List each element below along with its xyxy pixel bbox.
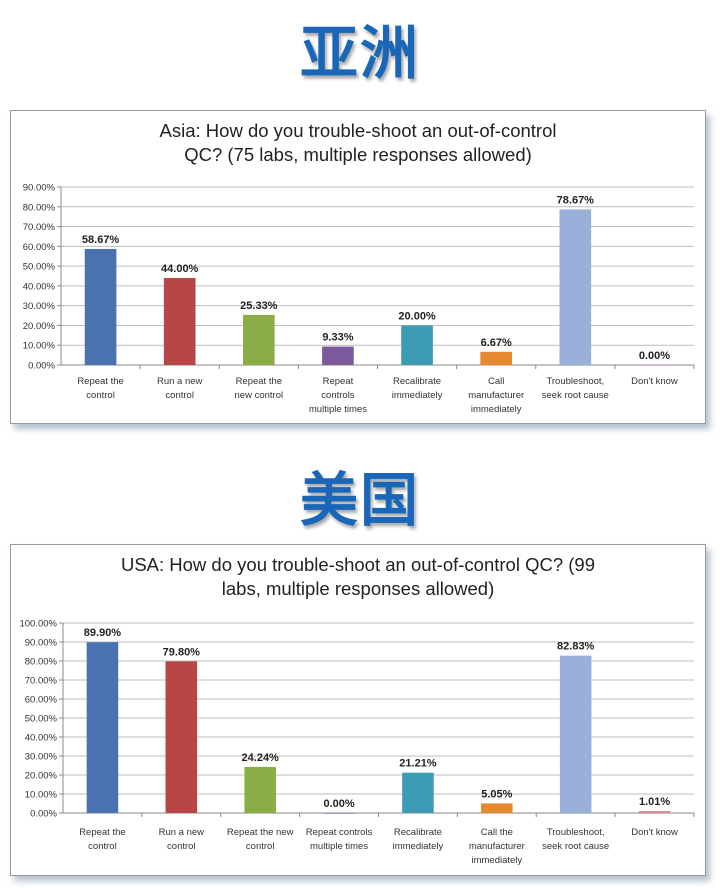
usa-chart-panel: USA: How do you trouble-shoot an out-of-… (10, 544, 706, 876)
asia-chart-panel: Asia: How do you trouble-shoot an out-of… (10, 110, 706, 424)
usa-data-label: 82.83% (557, 641, 595, 653)
asia-data-label: 0.00% (639, 350, 670, 362)
asia-y-tick-label: 20.00% (23, 321, 56, 332)
usa-category-label: immediately (393, 841, 444, 852)
asia-data-label: 6.67% (481, 337, 512, 349)
usa-heading: 美国 (299, 466, 420, 534)
usa-bar (86, 642, 119, 813)
usa-bar (481, 803, 513, 813)
usa-data-label: 1.01% (639, 796, 670, 808)
asia-data-label: 44.00% (161, 263, 199, 275)
usa-category-label: Recalibrate (394, 827, 442, 838)
asia-category-label: Repeat the (77, 376, 123, 387)
usa-category-label: control (246, 841, 275, 852)
asia-heading: 亚洲 (299, 19, 420, 87)
asia-bar (84, 248, 117, 365)
usa-category-label: control (167, 841, 196, 852)
asia-y-tick-label: 0.00% (28, 361, 55, 372)
usa-bar (638, 811, 671, 813)
asia-chart-title-line: QC? (75 labs, multiple responses allowed… (184, 144, 532, 165)
usa-category-label: Run a new (159, 827, 205, 838)
usa-chart: USA: How do you trouble-shoot an out-of-… (19, 554, 695, 866)
usa-category-label: multiple times (310, 841, 368, 852)
usa-category-label: Troubleshoot, (547, 827, 605, 838)
usa-category-label: seek root cause (542, 841, 609, 852)
usa-data-label: 89.90% (84, 627, 122, 639)
asia-y-tick-label: 40.00% (23, 281, 56, 292)
usa-category-label: Repeat the new (227, 827, 294, 838)
asia-category-label: control (86, 390, 115, 401)
asia-bar (242, 314, 275, 365)
usa-category-label: control (88, 841, 117, 852)
asia-chart: Asia: How do you trouble-shoot an out-of… (23, 120, 695, 415)
asia-y-tick-label: 50.00% (23, 262, 56, 273)
usa-bar (244, 766, 276, 813)
asia-category-label: seek root cause (542, 390, 609, 401)
usa-data-label: 24.24% (242, 752, 280, 764)
usa-y-tick-label: 60.00% (25, 695, 58, 706)
asia-data-label: 58.67% (82, 234, 120, 246)
usa-y-tick-label: 0.00% (30, 809, 57, 820)
asia-data-label: 25.33% (240, 300, 278, 312)
usa-data-label: 79.80% (163, 646, 201, 658)
usa-y-tick-label: 90.00% (25, 638, 58, 649)
asia-bar (480, 351, 513, 365)
asia-y-tick-label: 80.00% (23, 202, 56, 213)
usa-category-label: Don't know (631, 827, 678, 838)
asia-category-label: Troubleshoot, (546, 376, 604, 387)
usa-y-tick-label: 30.00% (25, 752, 58, 763)
asia-bar (322, 346, 354, 365)
usa-data-label: 0.00% (323, 798, 354, 810)
usa-bar (402, 772, 434, 813)
asia-category-label: Repeat (323, 376, 354, 387)
asia-category-label: immediately (471, 404, 522, 415)
usa-bar (165, 661, 198, 813)
asia-bar (163, 277, 196, 365)
asia-data-label: 9.33% (322, 332, 353, 344)
usa-chart-title-line: USA: How do you trouble-shoot an out-of-… (121, 554, 595, 575)
asia-category-label: new control (235, 390, 284, 401)
usa-category-label: Repeat controls (306, 827, 373, 838)
usa-y-tick-label: 50.00% (25, 714, 58, 725)
usa-y-tick-label: 80.00% (25, 657, 58, 668)
usa-y-tick-label: 100.00% (19, 619, 57, 630)
asia-bar (638, 365, 671, 366)
asia-category-label: Call (488, 376, 504, 387)
usa-bar (323, 813, 355, 814)
usa-category-label: Repeat the (79, 827, 125, 838)
usa-chart-title-line: labs, multiple responses allowed) (222, 578, 495, 599)
asia-category-label: manufacturer (468, 390, 524, 401)
asia-category-label: immediately (392, 390, 443, 401)
usa-bar (559, 655, 592, 813)
asia-category-label: Repeat the (236, 376, 282, 387)
asia-category-label: Run a new (157, 376, 203, 387)
asia-y-tick-label: 10.00% (23, 341, 56, 352)
asia-y-tick-label: 90.00% (23, 183, 56, 194)
usa-y-tick-label: 40.00% (25, 733, 58, 744)
asia-data-label: 78.67% (557, 194, 595, 206)
usa-y-tick-label: 20.00% (25, 771, 58, 782)
asia-data-label: 20.00% (398, 310, 436, 322)
asia-category-label: Don't know (631, 376, 678, 387)
asia-bar (401, 325, 433, 365)
asia-category-label: Recalibrate (393, 376, 441, 387)
asia-chart-title-line: Asia: How do you trouble-shoot an out-of… (160, 120, 557, 141)
usa-category-label: manufacturer (469, 841, 525, 852)
asia-bar (559, 209, 592, 365)
usa-y-tick-label: 10.00% (25, 790, 58, 801)
asia-category-label: controls (321, 390, 355, 401)
usa-data-label: 5.05% (481, 788, 512, 800)
usa-data-label: 21.21% (399, 758, 437, 770)
asia-category-label: multiple times (309, 404, 367, 415)
asia-y-tick-label: 30.00% (23, 301, 56, 312)
asia-category-label: control (165, 390, 194, 401)
asia-y-tick-label: 60.00% (23, 242, 56, 253)
asia-y-tick-label: 70.00% (23, 222, 56, 233)
usa-category-label: immediately (471, 855, 522, 866)
usa-y-tick-label: 70.00% (25, 676, 58, 687)
usa-category-label: Call the (481, 827, 513, 838)
